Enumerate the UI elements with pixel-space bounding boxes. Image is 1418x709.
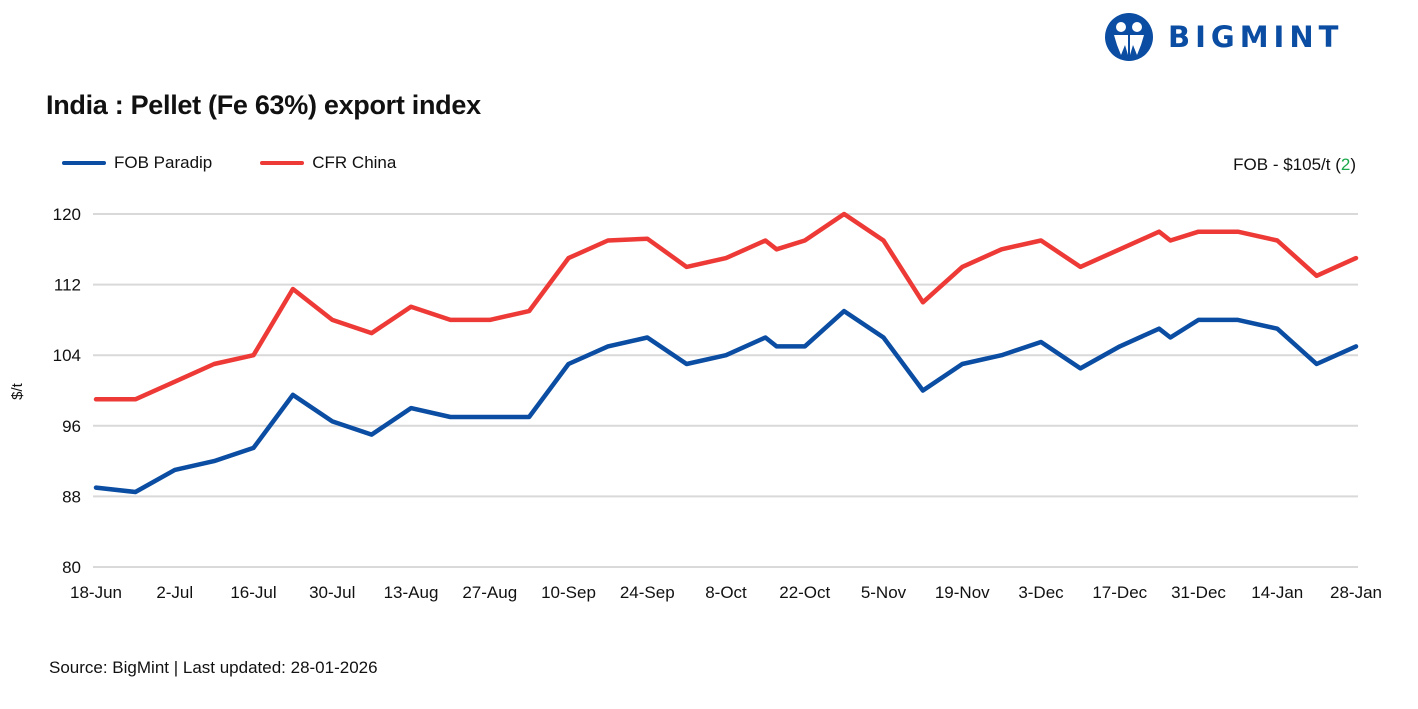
y-tick-label: 120 [53, 205, 81, 224]
series-line-cfr-china [93, 211, 1359, 402]
x-tick-label: 19-Nov [935, 583, 990, 602]
price-annotation: FOB - $105/t (2) [1233, 155, 1356, 175]
y-tick-label: 112 [54, 276, 81, 295]
x-tick-label: 5-Nov [861, 583, 907, 602]
legend-item-fob-paradip: FOB Paradip [62, 153, 212, 173]
x-tick-label: 31-Dec [1171, 583, 1226, 602]
x-tick-label: 28-Jan [1330, 583, 1382, 602]
y-tick-label: 80 [62, 558, 81, 577]
brand-name: BIGMINT [1168, 20, 1344, 54]
y-tick-label: 96 [62, 417, 81, 436]
annotation-text: FOB - $105/t ( [1233, 155, 1341, 174]
x-tick-label: 10-Sep [541, 583, 596, 602]
legend: FOB Paradip CFR China [62, 153, 396, 173]
legend-item-cfr-china: CFR China [260, 153, 396, 173]
x-tick-label: 27-Aug [462, 583, 517, 602]
annotation-close: ) [1350, 155, 1356, 174]
legend-swatch-fob [62, 161, 106, 165]
source-note: Source: BigMint | Last updated: 28-01-20… [49, 658, 378, 677]
x-tick-label: 2-Jul [156, 583, 193, 602]
legend-swatch-cfr [260, 161, 305, 165]
series-line-fob-paradip [93, 308, 1359, 495]
y-tick-label: 104 [53, 346, 81, 365]
x-tick-label: 22-Oct [779, 583, 830, 602]
x-tick-label: 3-Dec [1018, 583, 1064, 602]
legend-label-fob: FOB Paradip [114, 153, 213, 172]
legend-label-cfr: CFR China [312, 153, 397, 172]
x-tick-label: 13-Aug [384, 583, 439, 602]
chart-title: India : Pellet (Fe 63%) export index [46, 90, 481, 120]
annotation-change: 2 [1340, 155, 1351, 174]
x-tick-label: 14-Jan [1251, 583, 1303, 602]
x-tick-label: 8-Oct [705, 583, 747, 602]
bigmint-logo: BIGMINT [1104, 12, 1343, 62]
y-tick-label: 88 [62, 487, 81, 506]
x-tick-label: 30-Jul [309, 583, 355, 602]
x-tick-label: 18-Jun [70, 583, 122, 602]
x-tick-label: 17-Dec [1092, 583, 1147, 602]
x-tick-label: 24-Sep [620, 583, 675, 602]
x-tick-label: 16-Jul [230, 583, 276, 602]
bigmint-logo-icon [1105, 13, 1153, 61]
